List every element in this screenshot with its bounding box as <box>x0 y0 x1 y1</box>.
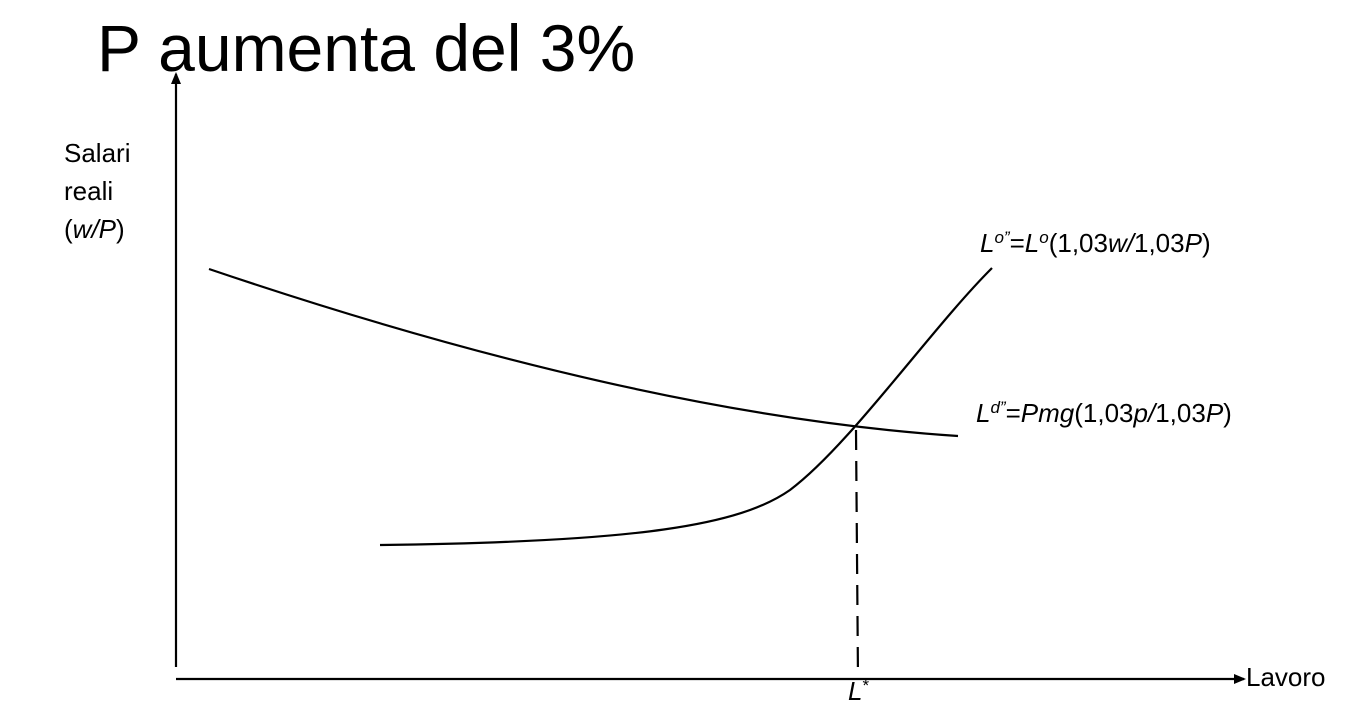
equilibrium-dashed-line <box>854 429 860 680</box>
equilibrium-label: L* <box>848 676 870 706</box>
slide-title: P aumenta del 3% <box>97 11 636 85</box>
y-axis-label-line2: reali <box>64 176 114 206</box>
demand-curve <box>208 267 959 438</box>
y-axis-label: Salari reali (w/P) <box>64 134 130 248</box>
y-axis-label-line1: Salari <box>64 138 131 168</box>
supply-curve <box>379 267 993 547</box>
y-axis-label-line3: (w/P) <box>64 214 125 244</box>
demand-curve-label: Ld”=Pmg(1,03p/1,03P) <box>976 398 1232 428</box>
supply-curve-label: Lo”=Lo(1,03w/1,03P) <box>980 228 1211 258</box>
x-axis-label: Lavoro <box>1246 662 1326 692</box>
